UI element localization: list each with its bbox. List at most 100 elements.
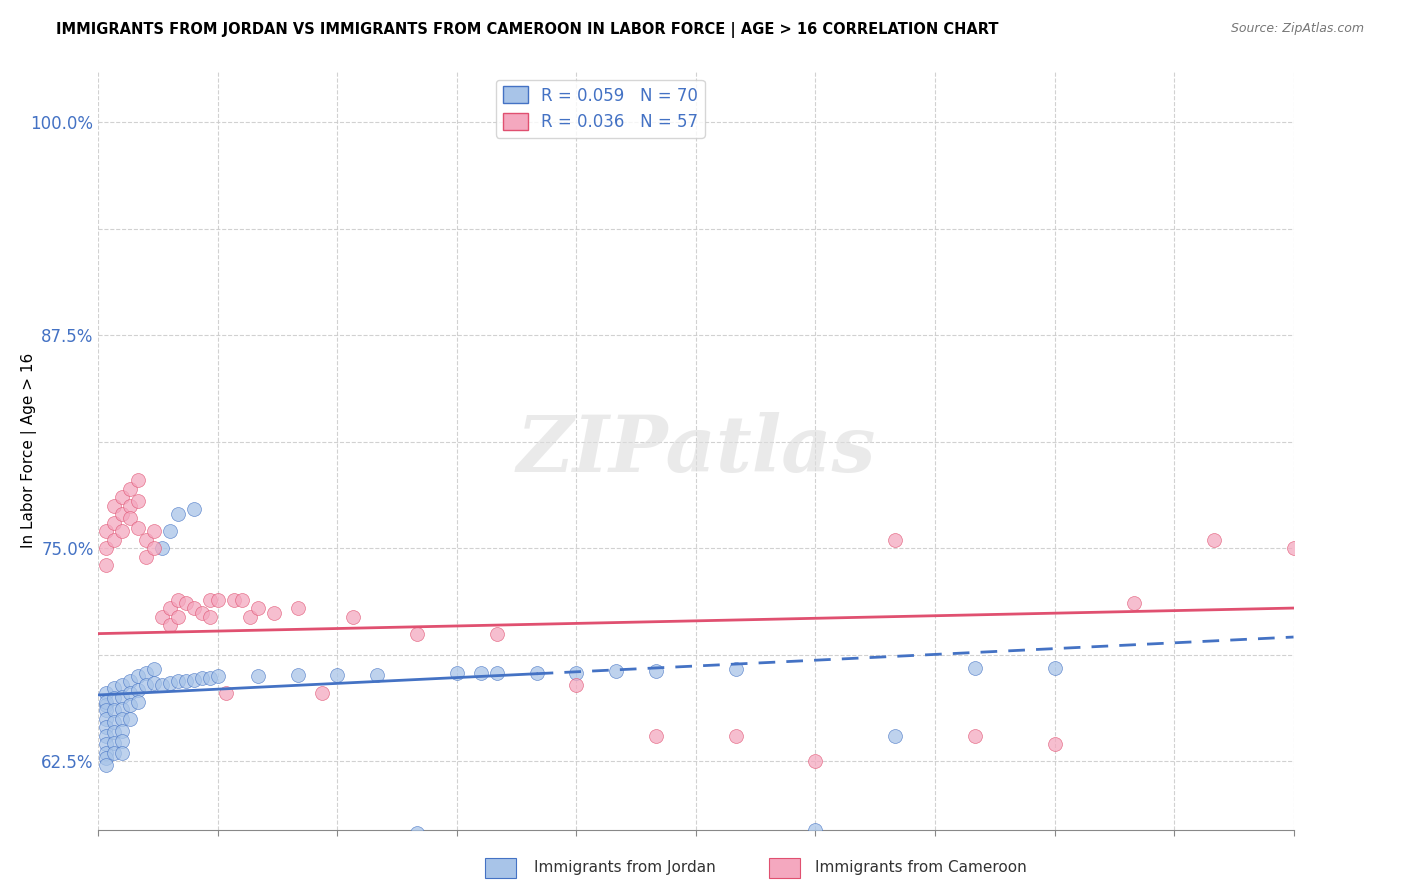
Point (406, 626, 429, 640)
Point (239, 609, 262, 624)
Point (485, 665, 508, 680)
Point (120, 482, 142, 496)
Point (96, 558, 118, 573)
Point (120, 674, 142, 689)
Point (103, 533, 125, 547)
Point (120, 510, 142, 524)
Point (183, 673, 205, 687)
Point (342, 609, 364, 624)
Point (103, 725, 125, 739)
Text: IMMIGRANTS FROM JORDAN VS IMMIGRANTS FROM CAMEROON IN LABOR FORCE | AGE > 16 COR: IMMIGRANTS FROM JORDAN VS IMMIGRANTS FRO… (56, 22, 998, 38)
Point (96, 757, 118, 772)
Point (565, 665, 588, 680)
Point (159, 676, 181, 690)
Point (963, 729, 986, 743)
Text: Immigrants from Cameroon: Immigrants from Cameroon (815, 861, 1028, 875)
Point (127, 669, 149, 683)
Point (183, 601, 205, 615)
Point (884, 533, 907, 547)
Point (485, 626, 508, 640)
Point (605, 664, 627, 678)
Point (183, 502, 205, 516)
Point (96, 686, 118, 700)
Point (127, 493, 149, 508)
Point (167, 508, 190, 522)
Point (198, 671, 221, 685)
Point (111, 701, 134, 715)
Point (724, 729, 747, 743)
Point (103, 715, 125, 730)
Point (215, 686, 238, 700)
Point (103, 691, 125, 706)
Point (1282, 541, 1305, 556)
Point (96, 524, 118, 539)
Point (207, 669, 229, 683)
Point (143, 541, 166, 556)
Point (96, 541, 118, 556)
Point (111, 491, 134, 505)
Point (174, 596, 197, 610)
Point (120, 499, 142, 513)
Point (96, 698, 118, 713)
Point (111, 734, 134, 748)
Point (526, 665, 548, 680)
Point (143, 662, 166, 676)
Point (111, 723, 134, 738)
Point (191, 671, 214, 685)
Point (198, 592, 221, 607)
Point (311, 686, 333, 700)
Point (884, 729, 907, 743)
Text: Source: ZipAtlas.com: Source: ZipAtlas.com (1230, 22, 1364, 36)
Point (143, 524, 166, 539)
Point (103, 516, 125, 530)
Point (446, 665, 468, 680)
Point (103, 681, 125, 695)
Text: Immigrants from Jordan: Immigrants from Jordan (534, 861, 716, 875)
Point (96, 695, 118, 709)
Point (150, 609, 173, 624)
Point (111, 678, 134, 692)
Point (135, 549, 157, 564)
Point (96, 712, 118, 726)
Point (231, 592, 253, 607)
Point (198, 609, 221, 624)
Point (645, 664, 668, 678)
Point (159, 618, 181, 632)
Point (143, 676, 166, 690)
Point (150, 541, 173, 556)
Point (96, 703, 118, 717)
Text: In Labor Force | Age > 16: In Labor Force | Age > 16 (21, 353, 37, 548)
Point (222, 592, 245, 607)
Point (103, 736, 125, 750)
Point (406, 826, 429, 840)
Point (127, 521, 149, 535)
Text: ZIPatlas: ZIPatlas (516, 412, 876, 489)
Point (287, 601, 309, 615)
Point (804, 755, 827, 769)
Point (150, 678, 173, 692)
Point (103, 746, 125, 760)
Point (326, 667, 349, 681)
Point (96, 729, 118, 743)
Point (174, 674, 197, 689)
Point (1202, 533, 1225, 547)
Point (96, 720, 118, 734)
Point (1123, 596, 1146, 610)
Point (167, 609, 190, 624)
Point (287, 667, 309, 681)
Point (127, 682, 149, 697)
Point (470, 665, 492, 680)
Point (246, 601, 269, 615)
Point (111, 690, 134, 704)
Point (159, 524, 181, 539)
Legend: R = 0.059   N = 70, R = 0.036   N = 57: R = 0.059 N = 70, R = 0.036 N = 57 (496, 79, 704, 137)
Point (565, 678, 588, 692)
Point (96, 751, 118, 765)
Point (103, 499, 125, 513)
Point (111, 524, 134, 539)
Point (1043, 661, 1066, 675)
Point (263, 606, 285, 620)
Point (366, 667, 388, 681)
Point (963, 661, 986, 675)
Point (96, 746, 118, 760)
